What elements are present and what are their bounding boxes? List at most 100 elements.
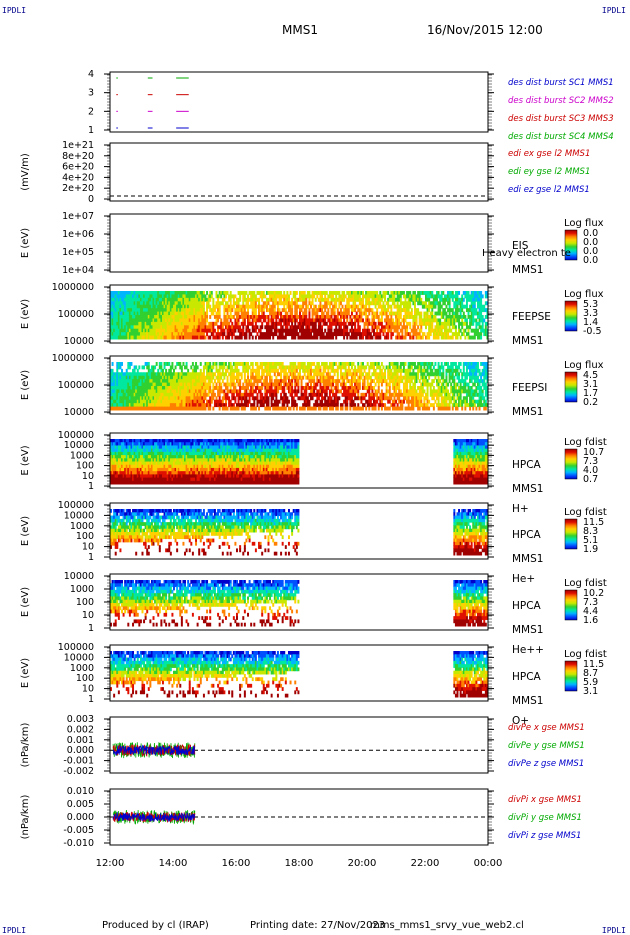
spectrogram-cell [449, 325, 451, 329]
spectrogram-cell [480, 332, 482, 336]
spectrogram-cell [364, 369, 366, 373]
spectrogram-cell [153, 369, 155, 373]
spectrogram-cell [378, 362, 380, 366]
spectrogram-cell [464, 315, 466, 319]
spectrogram-cell [286, 325, 288, 329]
spectrogram-cell [256, 396, 258, 400]
spectrogram-cell [315, 322, 317, 326]
spectrogram-cell [357, 389, 359, 393]
spectrogram-cell [272, 318, 274, 322]
spectrogram-cell [409, 291, 411, 295]
spectrogram-cell [212, 376, 214, 380]
spectrogram-cell [286, 372, 288, 376]
spectrogram-cell [239, 379, 241, 383]
spectrogram-cell [460, 336, 462, 340]
spectrogram-cell [468, 312, 470, 316]
spectrogram-cell [250, 332, 252, 336]
spectrogram-cell [285, 369, 287, 373]
spectrogram-cell [319, 301, 321, 305]
spectrogram-cell [244, 294, 246, 298]
spectrogram-cell [457, 294, 459, 298]
spectrogram-cell [222, 336, 224, 340]
panel-frame [110, 143, 488, 201]
spectrogram-cell [480, 312, 482, 316]
spectrogram-cell [305, 393, 307, 397]
spectrogram-cell [247, 386, 249, 390]
spectrogram-cell [219, 407, 221, 411]
spectrogram-cell [214, 372, 216, 376]
spectrogram-cell [384, 376, 386, 380]
spectrogram-cell [379, 301, 381, 305]
spectrogram-cell [340, 389, 342, 393]
spectrogram-cell [438, 291, 440, 295]
spectrogram-cell [230, 298, 232, 302]
spectrogram-cell [312, 315, 314, 319]
spectrogram-cell [457, 336, 459, 340]
spectrogram-cell [148, 362, 150, 366]
spectrogram-cell [319, 407, 321, 411]
spectrogram-cell [479, 322, 481, 326]
spectrogram-cell [346, 403, 348, 407]
spectrogram-cell [227, 376, 229, 380]
spectrogram-cell [422, 336, 424, 340]
spectrogram-cell [119, 365, 121, 369]
spectrogram-cell [222, 369, 224, 373]
spectrogram-cell [203, 308, 205, 312]
spectrogram-cell [370, 400, 372, 404]
spectrogram-cell [283, 291, 285, 295]
spectrogram-cell [244, 308, 246, 312]
spectrogram-cell [316, 376, 318, 380]
spectrogram-cell [291, 312, 293, 316]
spectrogram-cell [392, 332, 394, 336]
spectrogram-cell [357, 322, 359, 326]
spectrogram-cell [460, 329, 462, 333]
spectrogram-cell [312, 298, 314, 302]
spectrogram-cell [162, 369, 164, 373]
spectrogram-cell [335, 305, 337, 309]
spectrogram-cell [255, 312, 257, 316]
spectrogram-cell [321, 325, 323, 329]
spectrogram-cell [482, 325, 484, 329]
spectrogram-cell [296, 308, 298, 312]
spectrogram-cell [382, 332, 384, 336]
spectrogram-cell [335, 325, 337, 329]
spectrogram-cell [121, 362, 123, 366]
spectrogram-cell [414, 291, 416, 295]
spectrogram-cell [305, 312, 307, 316]
spectrogram-cell [129, 365, 131, 369]
spectrogram-cell [345, 365, 347, 369]
spectrogram-cell [227, 301, 229, 305]
spectrogram-cell [255, 322, 257, 326]
spectrogram-cell [211, 400, 213, 404]
spectrogram-cell [291, 298, 293, 302]
spectrogram-cell [297, 332, 299, 336]
spectrogram-cell [405, 298, 407, 302]
spectrogram-cell [310, 365, 312, 369]
spectrogram-cell [277, 403, 279, 407]
spectrogram-cell [326, 305, 328, 309]
spectrogram-cell [274, 372, 276, 376]
spectrogram-cell [342, 403, 344, 407]
spectrogram-cell [412, 336, 414, 340]
spectrogram-cell [348, 308, 350, 312]
spectrogram-cell [338, 379, 340, 383]
spectrogram-cell [214, 393, 216, 397]
spectrogram-cell [411, 312, 413, 316]
y-axis-label: E (eV) [20, 370, 31, 400]
spectrogram-cell [228, 336, 230, 340]
spectrogram-cell [222, 301, 224, 305]
spectrogram-cell [351, 383, 353, 387]
spectrogram-cell [449, 298, 451, 302]
spectrogram-cell [266, 305, 268, 309]
spectrogram-cell [205, 322, 207, 326]
spectrogram-cell [373, 365, 375, 369]
spectrogram-cell [346, 325, 348, 329]
spectrogram-cell [253, 383, 255, 387]
spectrogram-cell [268, 396, 270, 400]
spectrogram-cell [275, 393, 277, 397]
spectrogram-cell [227, 369, 229, 373]
spectrogram-cell [238, 322, 240, 326]
spectrogram-cell [282, 332, 284, 336]
spectrogram-cell [245, 396, 247, 400]
spectrogram-cell [255, 389, 257, 393]
